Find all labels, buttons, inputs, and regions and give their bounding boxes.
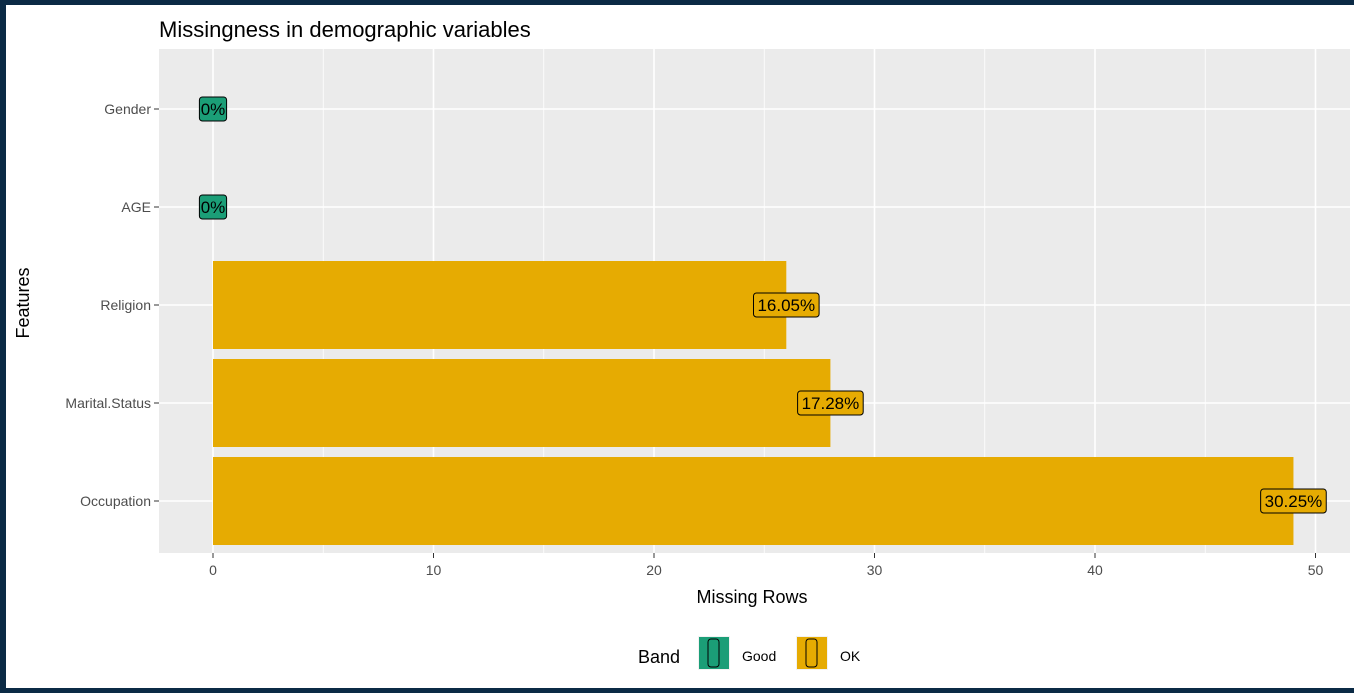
bar-chart: Missingness in demographic variables 0%0…	[13, 17, 1350, 670]
bar-occupation	[213, 457, 1294, 545]
data-label-marital-status: 17.28%	[802, 394, 860, 413]
bar-religion	[213, 261, 787, 349]
legend: Band Good OK	[638, 636, 861, 670]
x-tick-label-10: 10	[426, 562, 442, 578]
x-tick-label-30: 30	[867, 562, 883, 578]
legend-title: Band	[638, 647, 680, 667]
y-axis-title: Features	[13, 267, 33, 338]
chart-frame: Missingness in demographic variables 0% 0…	[6, 5, 1354, 688]
data-label-gender: 0%	[201, 100, 226, 119]
data-label-box-gender	[198, 96, 228, 122]
x-tick-label-0: 0	[209, 562, 217, 578]
data-label-box-age	[198, 194, 228, 220]
data-label-occupation: 30.25%	[1265, 492, 1323, 511]
data-label-box-religion	[753, 292, 820, 318]
legend-key-label-icon-ok	[805, 638, 818, 668]
y-tick-label-age: AGE	[121, 199, 151, 215]
legend-key-ok	[797, 637, 827, 669]
data-labels: 0% 0% 16.05% 17.28% 30.25%	[198, 96, 1327, 514]
legend-key-good	[699, 637, 729, 669]
data-label-religion: 16.05%	[757, 296, 815, 315]
bar-marital-status	[213, 359, 831, 447]
legend-key-label-icon-good	[707, 638, 720, 668]
data-label-box-marital-status	[797, 390, 864, 416]
x-tick-label-50: 50	[1308, 562, 1324, 578]
chart-title: Missingness in demographic variables	[159, 17, 531, 42]
legend-label-good: Good	[742, 648, 776, 664]
x-tick-label-20: 20	[646, 562, 662, 578]
y-tick-label-gender: Gender	[104, 101, 151, 117]
y-axis: Gender AGE Religion Marital.Status Occupatio…	[65, 101, 159, 509]
x-axis: 0 10 20 30 40 50	[209, 553, 1323, 578]
y-tick-label-occupation: Occupation	[80, 493, 151, 509]
y-tick-label-religion: Religion	[100, 297, 151, 313]
legend-label-ok: OK	[840, 648, 861, 664]
bars	[213, 261, 1294, 545]
data-label-box-occupation	[1260, 488, 1327, 514]
x-axis-title: Missing Rows	[696, 587, 807, 607]
data-label-age: 0%	[201, 198, 226, 217]
y-tick-label-marital-status: Marital.Status	[65, 395, 151, 411]
x-tick-label-40: 40	[1087, 562, 1103, 578]
